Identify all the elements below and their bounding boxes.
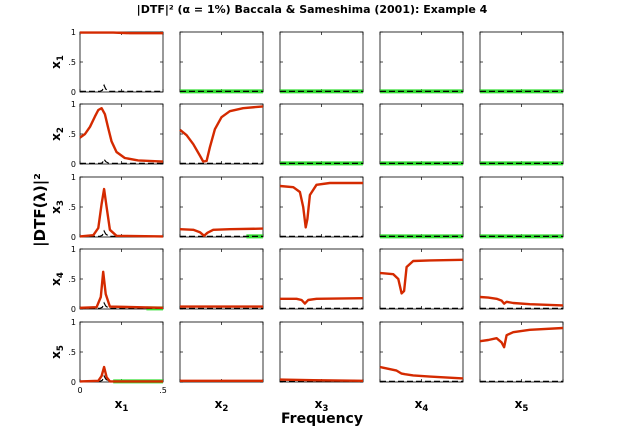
- row-label-x4: x4: [49, 272, 66, 286]
- col-label-x4: x4: [415, 397, 429, 414]
- panel-frame: [279, 103, 364, 165]
- x-tick-label: 0: [77, 386, 82, 395]
- y-tick-label: 1: [71, 245, 76, 254]
- panel-r5-c3: [279, 321, 364, 383]
- threshold-line: [80, 229, 163, 237]
- threshold-line: [80, 374, 163, 382]
- dtf-line: [379, 365, 464, 380]
- panel-r3-c3: [279, 176, 364, 238]
- y-tick-label: 0: [71, 378, 76, 387]
- panel-frame: [179, 321, 264, 383]
- y-tick-label: 1: [71, 318, 76, 327]
- row-label-x1: x1: [49, 55, 66, 69]
- panel-r4-c5: [479, 248, 564, 310]
- row-label-x2: x2: [49, 127, 66, 141]
- dtf-line: [479, 295, 564, 307]
- panel-frame: [379, 248, 464, 310]
- panel-r1-c4: [379, 31, 464, 94]
- y-tick-label: 0: [71, 233, 76, 242]
- dtf-line: [179, 105, 264, 163]
- panel-r2-c5: [479, 103, 564, 166]
- y-tick-label: .5: [68, 203, 76, 212]
- panel-r5-c5: [479, 321, 564, 383]
- dtf-line: [379, 258, 464, 295]
- panel-r3-c1: 0.51: [68, 173, 164, 242]
- panel-r2-c2: [179, 103, 264, 165]
- panel-frame: [79, 321, 164, 383]
- row-label-x3: x3: [49, 200, 66, 214]
- y-tick-label: .5: [68, 58, 76, 67]
- dtf-line: [79, 187, 164, 238]
- dtf-line: [279, 181, 363, 229]
- dtf-line: [279, 378, 364, 382]
- y-tick-label: 1: [71, 100, 76, 109]
- panel-frame: [79, 31, 164, 93]
- panel-r5-c4: [379, 321, 464, 383]
- col-label-x3: x3: [315, 397, 329, 414]
- panel-r4-c3: [279, 248, 364, 310]
- dtf-line: [80, 31, 163, 35]
- dtf-line: [79, 270, 164, 309]
- threshold-line: [80, 157, 163, 164]
- panel-frame: [479, 31, 564, 93]
- panel-frame: [379, 103, 464, 165]
- threshold-line: [80, 301, 163, 309]
- panel-r5-c1: 0 .5 1 0 .5: [68, 318, 166, 395]
- y-tick-label: 1: [71, 173, 76, 182]
- panel-frame: [79, 176, 164, 238]
- panel-r1-c5: [479, 31, 564, 94]
- y-tick-label: 0: [71, 160, 76, 169]
- y-tick-label: .5: [68, 348, 76, 357]
- panel-frame: [479, 248, 564, 310]
- y-tick-label: 0: [71, 88, 76, 97]
- panel-frame: [379, 176, 464, 238]
- y-tick-label: .5: [68, 130, 76, 139]
- col-label-x2: x2: [215, 397, 229, 414]
- panel-frame: [179, 31, 264, 93]
- panel-r1-c2: [179, 31, 264, 94]
- panel-r3-c2: [179, 176, 264, 239]
- threshold-line: [80, 83, 163, 92]
- panel-frame: [279, 321, 364, 383]
- dtf-line: [280, 297, 364, 305]
- panel-r3-c4: [379, 176, 464, 239]
- panel-r1-c1: 0.51: [68, 28, 164, 97]
- row-label-x5: x5: [49, 345, 66, 359]
- panel-frame: [179, 103, 264, 165]
- dtf-line: [479, 326, 564, 349]
- panel-r4-c4: [379, 248, 464, 310]
- panel-r3-c5: [479, 176, 564, 239]
- panel-r4-c2: [179, 248, 264, 310]
- panel-r2-c4: [379, 103, 464, 166]
- x-axis-label: Frequency: [281, 411, 363, 427]
- col-label-x1: x1: [115, 397, 129, 414]
- panel-frame: [479, 103, 564, 165]
- y-tick-label: 1: [71, 28, 76, 37]
- dtf-line: [79, 365, 163, 383]
- panel-frame: [179, 248, 264, 310]
- y-axis-label: |DTF(λ)|²: [31, 173, 50, 247]
- y-tick-label: .5: [68, 275, 76, 284]
- panel-r5-c2: [179, 321, 264, 383]
- panel-frame: [79, 103, 164, 165]
- dtf-line: [179, 227, 264, 237]
- y-tick-label: 0: [71, 305, 76, 314]
- chart-title: |DTF|² (α = 1%) Baccala & Sameshima (200…: [137, 3, 488, 16]
- panel-frame: [479, 176, 564, 238]
- panel-frame: [279, 31, 364, 93]
- panel-r2-c3: [279, 103, 364, 166]
- panel-r2-c1: 0.51: [68, 100, 164, 169]
- panel-frame: [379, 31, 464, 93]
- panel-frame: [379, 321, 464, 383]
- panel-r1-c3: [279, 31, 364, 94]
- panel-frame: [79, 248, 164, 310]
- x-tick-label: .5: [159, 386, 167, 395]
- dtf-line: [79, 107, 164, 163]
- col-label-x5: x5: [515, 397, 529, 414]
- panel-r4-c1: 0.51: [68, 245, 164, 314]
